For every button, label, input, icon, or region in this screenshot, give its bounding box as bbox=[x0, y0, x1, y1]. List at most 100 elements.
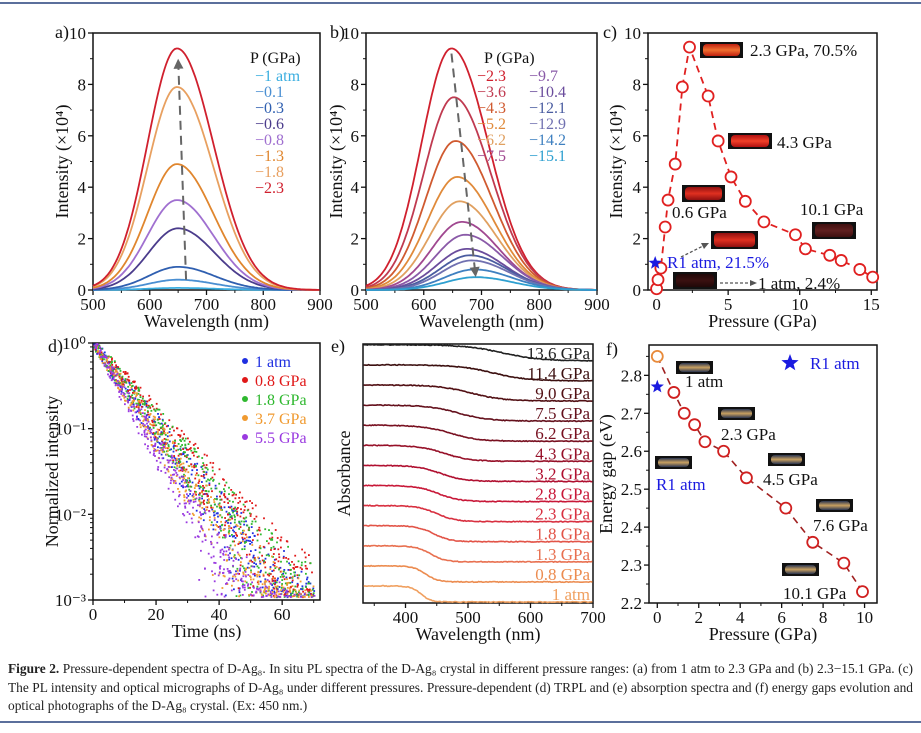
annotation: R1 atm, 21.5% bbox=[667, 253, 769, 272]
data-point bbox=[94, 346, 97, 349]
data-point bbox=[179, 463, 182, 466]
data-point bbox=[161, 457, 164, 460]
data-point bbox=[158, 450, 161, 452]
data-point bbox=[144, 416, 147, 419]
data-point bbox=[175, 475, 178, 477]
data-point bbox=[238, 541, 241, 543]
data-point bbox=[167, 461, 170, 464]
data-point bbox=[124, 380, 127, 383]
data-point bbox=[268, 585, 270, 588]
data-point bbox=[206, 499, 209, 501]
data-point bbox=[111, 375, 114, 378]
data-point bbox=[274, 579, 277, 582]
data-point bbox=[219, 556, 222, 558]
data-point bbox=[192, 501, 195, 503]
data-point bbox=[269, 594, 272, 597]
data-point bbox=[248, 529, 251, 532]
data-point bbox=[296, 595, 298, 598]
data-point bbox=[188, 499, 190, 502]
data-point bbox=[167, 445, 170, 448]
data-point bbox=[201, 495, 203, 498]
data-point bbox=[237, 572, 239, 575]
data-point bbox=[160, 443, 162, 446]
data-point bbox=[110, 366, 113, 368]
data-point bbox=[288, 562, 290, 565]
data-point bbox=[188, 477, 190, 480]
data-point bbox=[285, 557, 287, 559]
data-point bbox=[100, 353, 102, 356]
data-point bbox=[144, 443, 146, 446]
data-point bbox=[224, 534, 227, 536]
data-point bbox=[667, 386, 681, 399]
data-point bbox=[272, 586, 275, 589]
data-point bbox=[256, 533, 259, 536]
data-point bbox=[174, 459, 177, 462]
data-point bbox=[131, 401, 134, 404]
data-point bbox=[109, 366, 112, 369]
data-point bbox=[151, 433, 154, 435]
data-point bbox=[173, 466, 176, 469]
data-point bbox=[198, 480, 201, 482]
data-point bbox=[222, 572, 224, 574]
data-point bbox=[181, 475, 184, 478]
data-point bbox=[194, 474, 197, 476]
data-point bbox=[298, 592, 301, 595]
data-point bbox=[128, 381, 131, 384]
data-point bbox=[150, 424, 153, 426]
y-tick-label: 10⁻¹ bbox=[55, 420, 86, 439]
data-point bbox=[160, 447, 163, 449]
data-point bbox=[251, 541, 253, 544]
data-point bbox=[260, 569, 262, 572]
data-point bbox=[182, 452, 185, 454]
data-point bbox=[154, 410, 157, 412]
data-point bbox=[225, 520, 228, 522]
photo-7.6-gpa-content bbox=[819, 501, 850, 510]
data-point bbox=[169, 459, 172, 462]
legend-marker bbox=[242, 434, 248, 440]
data-point bbox=[135, 418, 138, 421]
data-point bbox=[96, 343, 99, 345]
data-point bbox=[301, 588, 304, 591]
data-point bbox=[100, 358, 102, 361]
data-point bbox=[115, 380, 118, 383]
data-point bbox=[126, 372, 129, 375]
data-point bbox=[241, 557, 243, 560]
data-point bbox=[291, 595, 294, 598]
data-point bbox=[234, 525, 237, 528]
data-point bbox=[294, 585, 297, 588]
data-point bbox=[146, 433, 148, 436]
data-point bbox=[190, 449, 193, 452]
data-point bbox=[95, 345, 97, 348]
data-point bbox=[205, 467, 208, 469]
data-point bbox=[115, 370, 117, 373]
legend-item: −0.8 bbox=[255, 132, 284, 149]
data-point bbox=[189, 490, 192, 492]
data-point bbox=[234, 556, 236, 559]
data-point bbox=[187, 483, 189, 486]
data-point bbox=[117, 379, 119, 382]
data-point bbox=[98, 356, 101, 358]
data-point bbox=[203, 477, 206, 479]
data-point bbox=[160, 453, 163, 456]
legend-item: −0.6 bbox=[255, 116, 284, 133]
legend-title: P (GPa) bbox=[250, 50, 301, 67]
data-point bbox=[216, 505, 218, 508]
data-point bbox=[178, 453, 181, 455]
data-point bbox=[138, 409, 140, 412]
x-tick-label: 900 bbox=[584, 295, 610, 314]
data-point bbox=[278, 567, 281, 570]
data-point bbox=[182, 484, 184, 487]
data-point bbox=[184, 455, 187, 458]
star-marker bbox=[781, 354, 799, 371]
data-point bbox=[205, 471, 208, 474]
data-point bbox=[108, 375, 111, 378]
data-point bbox=[233, 573, 236, 576]
data-point bbox=[153, 438, 156, 441]
data-point bbox=[231, 535, 234, 538]
data-point bbox=[123, 386, 126, 389]
data-point bbox=[142, 395, 144, 398]
micrograph-4.3-gpa-content bbox=[731, 135, 769, 147]
data-point bbox=[175, 449, 178, 452]
data-point bbox=[225, 550, 228, 553]
